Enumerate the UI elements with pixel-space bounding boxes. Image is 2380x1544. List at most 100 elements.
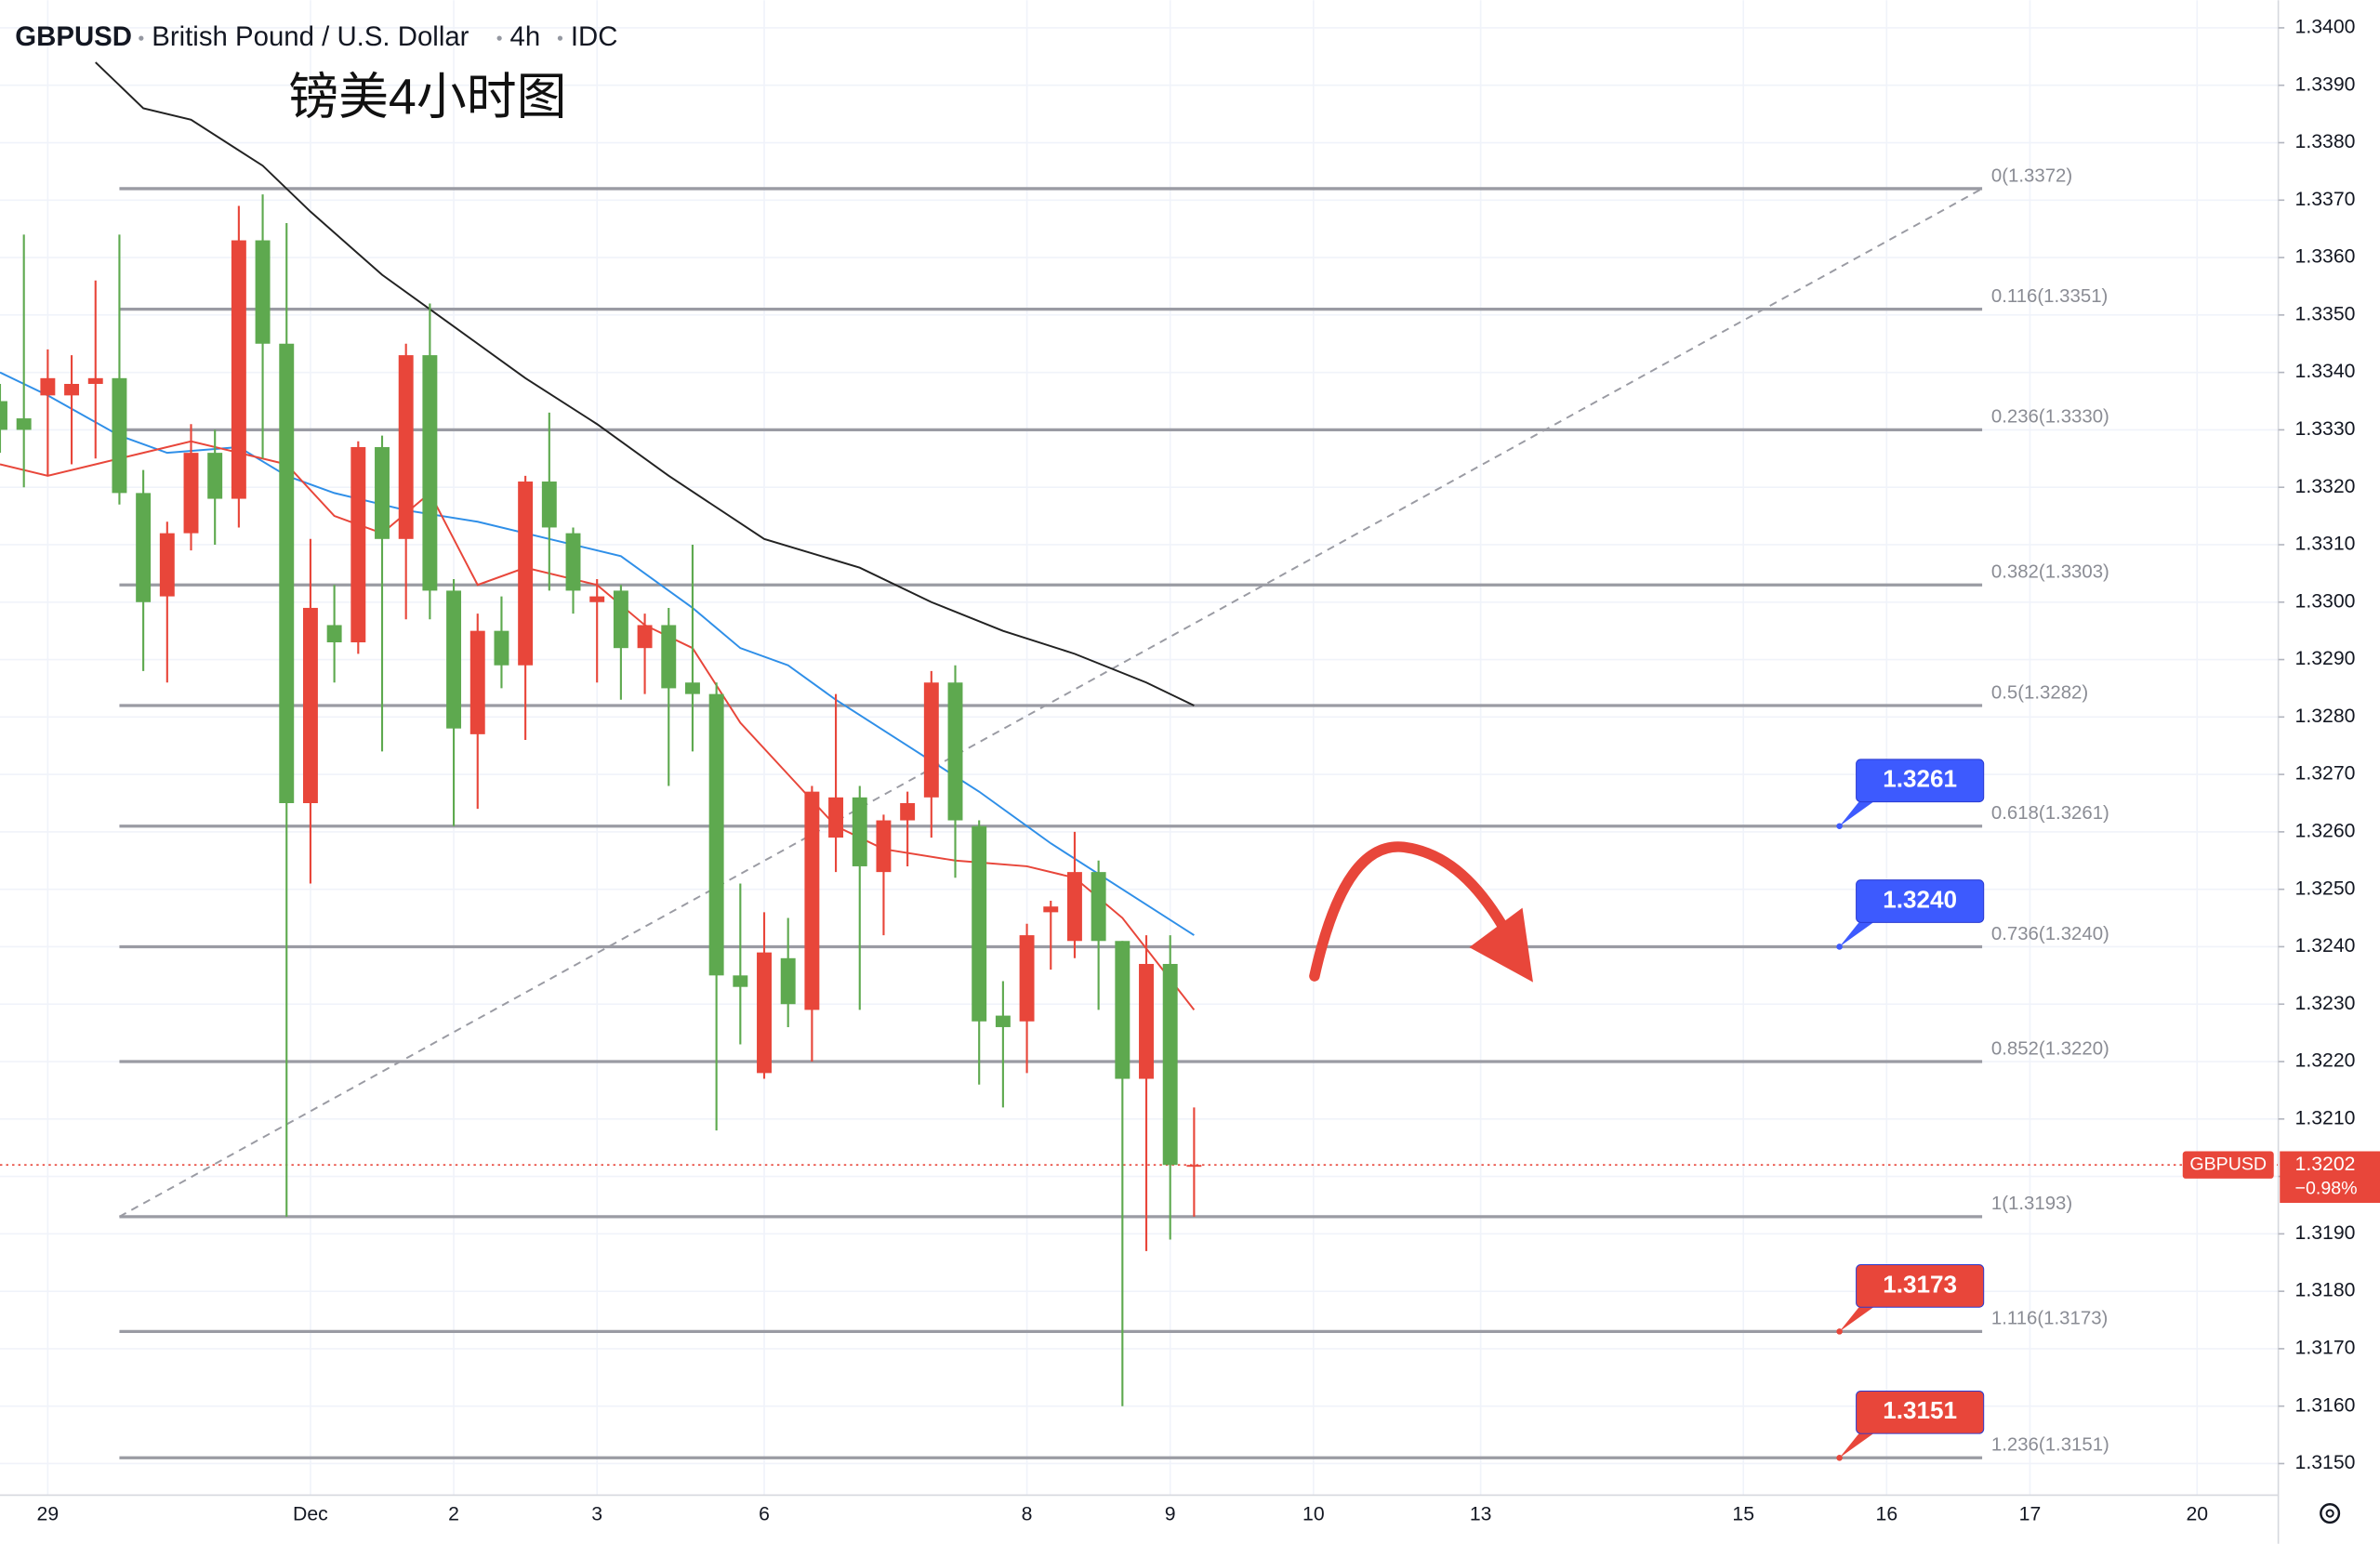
- settings-icon[interactable]: [2320, 1503, 2341, 1524]
- candle-body: [804, 791, 820, 1010]
- x-tick-label: 3: [591, 1503, 602, 1524]
- fib-label: 0(1.3372): [1991, 165, 2072, 186]
- candle-body: [350, 446, 366, 643]
- y-tick-label: 1.3330: [2295, 418, 2356, 440]
- x-tick-label: 16: [1876, 1503, 1898, 1524]
- fib-label: 0.736(1.3240): [1991, 924, 2109, 944]
- price-badge: [2280, 1151, 2380, 1204]
- candle-body: [1186, 1165, 1202, 1168]
- candle-body: [302, 607, 318, 803]
- candle-body: [923, 682, 939, 798]
- separator: [557, 35, 563, 41]
- candle-body: [231, 240, 246, 499]
- candle-body: [183, 453, 199, 534]
- candle-body: [613, 590, 628, 649]
- candle-body: [518, 482, 534, 666]
- candle-body: [422, 355, 438, 591]
- y-tick-label: 1.3240: [2295, 935, 2356, 957]
- callout-box: [1856, 1390, 1985, 1434]
- y-tick-label: 1.3220: [2295, 1050, 2356, 1072]
- candle-body: [64, 383, 80, 396]
- x-tick-label: 6: [759, 1503, 770, 1524]
- fib-label: 0.852(1.3220): [1991, 1038, 2109, 1059]
- candle-body: [87, 377, 103, 384]
- candle-body: [637, 625, 653, 649]
- candle-body: [40, 377, 56, 396]
- moving-average: [0, 371, 1195, 936]
- interval: 4h: [510, 21, 541, 52]
- candle-body: [852, 797, 867, 866]
- x-tick-label: 20: [2186, 1503, 2208, 1524]
- candle-body: [684, 682, 700, 694]
- fib-label: 1.236(1.3151): [1991, 1435, 2109, 1456]
- fib-label: 0.382(1.3303): [1991, 562, 2109, 583]
- moving-average: [95, 61, 1195, 706]
- price-badge-value: 1.3202: [2295, 1154, 2356, 1175]
- candle-body: [1139, 963, 1154, 1079]
- source: IDC: [571, 21, 618, 52]
- candle-body: [900, 802, 916, 821]
- fib-label: 1(1.3193): [1991, 1194, 2072, 1214]
- candle-body: [995, 1015, 1011, 1027]
- candle-body: [446, 590, 462, 729]
- y-tick-label: 1.3300: [2295, 590, 2356, 612]
- candle-body: [1066, 872, 1082, 942]
- gear-ring: [2320, 1503, 2341, 1524]
- callout-pointer: [1839, 916, 1883, 947]
- y-tick-label: 1.3360: [2295, 246, 2356, 268]
- y-tick-label: 1.3190: [2295, 1222, 2356, 1244]
- candle-body: [398, 355, 414, 539]
- candle-body: [16, 418, 32, 430]
- candle-body: [1019, 935, 1035, 1022]
- symbol-badge-label: GBPUSD: [2189, 1154, 2267, 1174]
- y-tick-label: 1.3290: [2295, 648, 2356, 669]
- candle-body: [708, 693, 724, 976]
- y-tick-label: 1.3370: [2295, 189, 2356, 210]
- y-tick-label: 1.3160: [2295, 1394, 2356, 1416]
- candle-body: [541, 482, 557, 528]
- header: GBPUSD British Pound / U.S. Dollar 4h ID…: [15, 21, 617, 52]
- separator: [496, 35, 502, 41]
- moving-average: [0, 440, 1196, 1011]
- x-tick-label: 15: [1732, 1503, 1754, 1524]
- candle-body: [159, 533, 175, 597]
- y-tick-label: 1.3260: [2295, 820, 2356, 841]
- y-tick-label: 1.3350: [2295, 303, 2356, 324]
- x-tick-label: 2: [448, 1503, 459, 1524]
- candle-body: [589, 596, 605, 602]
- chart-title: 镑美4小时图: [288, 69, 566, 125]
- separator: [139, 35, 144, 41]
- y-tick-label: 1.3250: [2295, 878, 2356, 899]
- callout-pointer: [1839, 1427, 1883, 1458]
- candle-body: [494, 630, 509, 666]
- callout-label: 1.3151: [1883, 1396, 1957, 1424]
- x-tick-label: 10: [1302, 1503, 1325, 1524]
- candle-body: [1091, 872, 1106, 942]
- y-tick-label: 1.3170: [2295, 1338, 2356, 1359]
- candle-body: [112, 377, 127, 494]
- candle-body: [828, 797, 844, 838]
- candle-body: [947, 682, 963, 821]
- axes: 1.31501.31601.31701.31801.31901.32001.32…: [37, 17, 2380, 1524]
- y-tick-label: 1.3230: [2295, 993, 2356, 1014]
- instrument-name: British Pound / U.S. Dollar: [152, 21, 469, 52]
- y-tick-label: 1.3380: [2295, 131, 2356, 152]
- candle-body: [972, 825, 987, 1022]
- forecast-arrow-head: [1469, 907, 1533, 983]
- forecast-arrow: [1309, 841, 1509, 982]
- candle-body: [780, 957, 796, 1005]
- gear-hub: [2325, 1509, 2334, 1518]
- y-tick-label: 1.3180: [2295, 1280, 2356, 1301]
- x-tick-label: 8: [1022, 1503, 1033, 1524]
- y-tick-label: 1.3280: [2295, 706, 2356, 727]
- plot-area: 0(1.3372) 0.116(1.3351) 0.236(1.3330) 0.382…: [0, 61, 2279, 1461]
- callout-box: [1856, 759, 1985, 803]
- candle-body: [1162, 963, 1178, 1166]
- candle-body: [207, 453, 223, 499]
- price-badge-change: −0.98%: [2295, 1179, 2358, 1199]
- x-tick-label: 9: [1165, 1503, 1176, 1524]
- y-tick-label: 1.3390: [2295, 73, 2356, 95]
- callout-label: 1.3240: [1883, 885, 1957, 913]
- y-tick-label: 1.3320: [2295, 476, 2356, 497]
